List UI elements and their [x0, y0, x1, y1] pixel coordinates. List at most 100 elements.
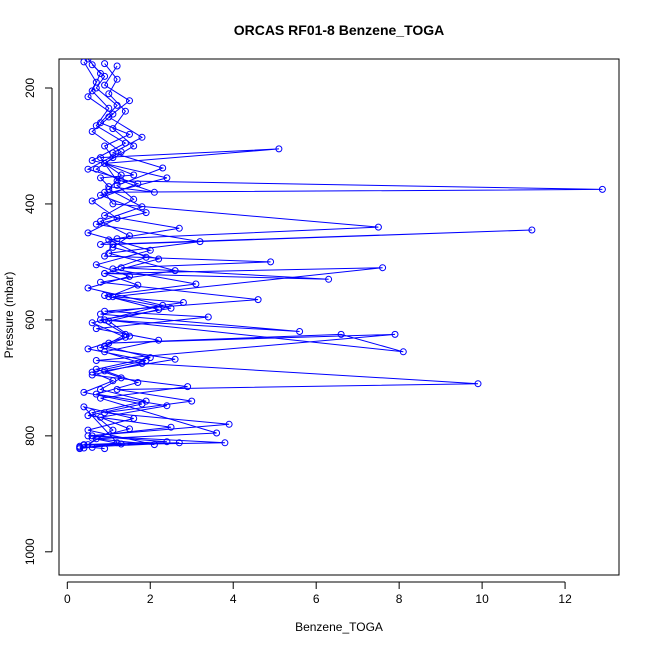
data-point — [88, 197, 96, 205]
data-point — [275, 145, 283, 153]
data-point — [391, 330, 399, 338]
y-axis-label: Pressure (mbar) — [2, 272, 16, 359]
x-axis: 0 2 4 6 8 10 12 — [64, 581, 572, 606]
data-point — [101, 212, 109, 219]
chart-title: ORCAS RF01-8 Benzene_TOGA — [234, 22, 445, 38]
data-point — [150, 188, 158, 196]
data-point — [171, 355, 179, 363]
data-point — [97, 217, 104, 225]
data-point — [109, 265, 117, 273]
x-tick-label: 0 — [64, 592, 71, 606]
data-point — [109, 149, 117, 157]
data-point — [142, 397, 150, 405]
data-point — [97, 344, 104, 352]
data-point — [105, 236, 113, 244]
data-point — [101, 342, 109, 350]
data-point — [80, 444, 88, 452]
data-point — [399, 348, 407, 356]
data-point — [101, 307, 109, 315]
data-point — [337, 330, 345, 338]
data-point — [84, 59, 92, 63]
data-point — [92, 261, 100, 269]
data-point — [105, 90, 113, 98]
data-point — [88, 409, 96, 417]
data-point — [126, 272, 133, 280]
data-point — [528, 226, 536, 234]
data-point — [374, 223, 382, 231]
data-point — [109, 200, 117, 208]
data-point — [84, 229, 92, 237]
data-point — [80, 59, 88, 66]
data-point — [192, 280, 200, 288]
data-point — [474, 380, 482, 388]
data-point — [97, 413, 104, 421]
data-point — [97, 316, 104, 324]
data-point — [97, 70, 104, 77]
data-point — [80, 388, 88, 396]
data-point — [167, 423, 175, 431]
data-point — [109, 243, 117, 251]
data-point — [138, 203, 146, 211]
data-point — [84, 93, 92, 101]
data-point — [142, 253, 150, 261]
data-point — [159, 164, 167, 172]
y-tick-label: 600 — [23, 310, 37, 330]
series-1 — [76, 59, 262, 453]
data-point — [184, 383, 192, 391]
data-point — [175, 224, 183, 232]
data-point — [84, 426, 92, 434]
data-point — [97, 174, 104, 182]
x-tick-label: 2 — [147, 592, 154, 606]
data-point — [325, 275, 333, 283]
data-point — [126, 97, 133, 105]
data-point — [163, 402, 171, 410]
data-point — [155, 255, 163, 263]
data-point — [188, 397, 196, 405]
data-point — [92, 325, 100, 333]
data-point — [163, 438, 171, 446]
data-point — [105, 293, 113, 301]
data-point — [213, 429, 221, 437]
data-point — [97, 278, 104, 286]
x-tick-label: 12 — [558, 592, 572, 606]
data-point — [88, 61, 96, 69]
data-point — [101, 270, 109, 277]
data-point — [134, 379, 142, 386]
series-4 — [80, 62, 200, 452]
data-point — [101, 159, 109, 167]
data-point — [204, 313, 212, 321]
data-point — [92, 78, 100, 86]
data-point — [92, 390, 100, 398]
data-point — [126, 332, 133, 340]
data-point — [221, 439, 229, 447]
data-point — [163, 174, 171, 182]
data-point — [76, 443, 84, 451]
plot-area — [76, 59, 606, 453]
data-point — [88, 157, 96, 164]
data-point — [101, 292, 109, 299]
data-point — [88, 319, 96, 327]
data-point — [97, 241, 104, 248]
data-point — [113, 181, 121, 189]
data-point — [113, 62, 121, 70]
data-point — [155, 336, 163, 344]
data-point — [296, 328, 304, 335]
x-tick-label: 4 — [230, 592, 237, 606]
data-point — [254, 296, 262, 304]
series-3 — [84, 60, 175, 449]
data-point — [101, 81, 109, 89]
data-point — [117, 171, 125, 179]
data-point — [196, 238, 204, 246]
series-line — [83, 65, 196, 449]
y-axis: 200 400 600 800 1000 — [23, 78, 53, 565]
data-point — [155, 306, 163, 313]
data-point — [92, 357, 100, 364]
data-point — [101, 142, 109, 150]
plot-frame — [58, 58, 620, 576]
data-point — [105, 185, 113, 193]
data-point — [88, 432, 96, 440]
series-line — [87, 63, 172, 446]
data-point — [126, 130, 133, 138]
x-tick-label: 8 — [396, 592, 403, 606]
